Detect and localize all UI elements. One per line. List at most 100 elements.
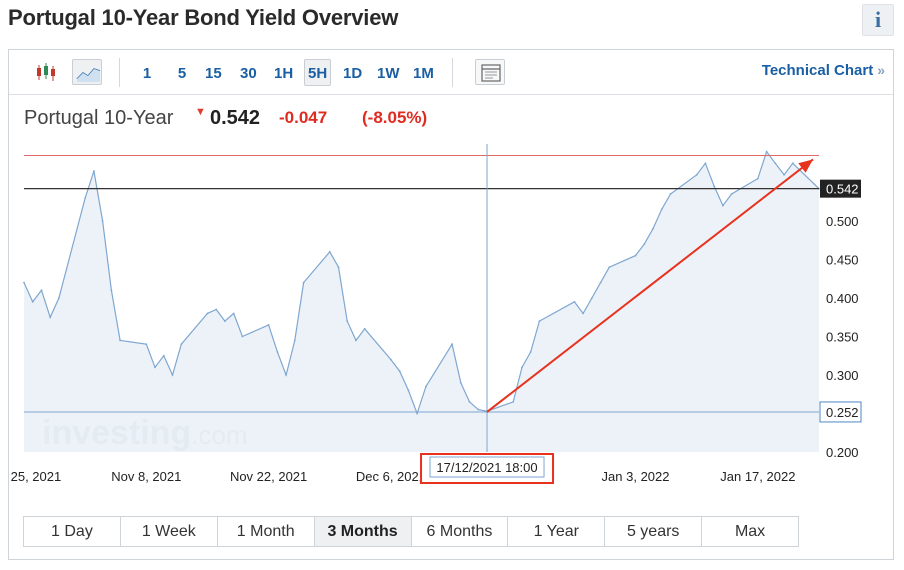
last-price-box [820, 179, 861, 198]
data-point [660, 208, 663, 211]
data-point [215, 308, 218, 311]
data-point [459, 381, 462, 384]
data-point [162, 354, 165, 357]
timeframe-button[interactable]: 15 [205, 65, 222, 82]
data-point [765, 150, 768, 153]
x-tick-label: Nov 22, 2021 [230, 469, 307, 484]
data-point [529, 351, 532, 353]
double-chevron-right-icon: » [877, 62, 885, 78]
data-point [119, 339, 121, 342]
timeframe-button[interactable]: 1H [274, 65, 294, 82]
crosshair-level-label: 0.252 [826, 405, 859, 420]
data-point [224, 320, 226, 322]
x-tick-label: Nov 8, 2021 [111, 469, 181, 484]
data-point [84, 197, 87, 199]
data-point [783, 173, 785, 176]
data-point [730, 193, 733, 195]
data-point [591, 297, 593, 299]
timeframe-button[interactable]: 1M [413, 65, 434, 82]
timeframe-button-active[interactable]: 5H [304, 59, 332, 86]
y-tick-label: 0.400 [826, 291, 859, 306]
annotation-arrow-head [798, 159, 813, 173]
data-point [58, 297, 60, 299]
data-point [756, 177, 759, 180]
price-chart[interactable]: investing.com0.2000.2500.3000.3500.4000.… [9, 50, 893, 515]
data-point [573, 300, 576, 303]
price-change-percent: (-8.05%) [362, 108, 428, 127]
toolbar-divider [452, 58, 453, 87]
down-arrow-icon: ▼ [195, 106, 206, 118]
data-point [416, 412, 418, 415]
data-point [599, 281, 602, 284]
data-point [634, 254, 637, 257]
data-point [774, 162, 777, 165]
crosshair-date-inner-box [429, 456, 545, 478]
layout-icon[interactable] [475, 59, 505, 85]
data-point [276, 351, 279, 353]
data-point [101, 220, 104, 222]
range-tab-active[interactable]: 3 Months [314, 517, 412, 546]
x-tick-label: Dec 6, 2021 [356, 469, 426, 484]
data-point [512, 401, 515, 403]
page-title: Portugal 10-Year Bond Yield Overview [8, 5, 399, 30]
data-point [267, 324, 270, 326]
range-tab[interactable]: Max [734, 523, 766, 540]
data-point [302, 281, 305, 284]
data-point [346, 320, 349, 322]
y-tick-label: 0.450 [826, 253, 859, 268]
timeframe-button[interactable]: 1D [343, 65, 363, 82]
x-tick-label: Oct 25, 2021 [9, 469, 61, 484]
chart-toolbar: 1 5 15 30 1H 5H 1D 1W 1M Technical Chart… [9, 50, 893, 95]
data-point [704, 162, 707, 165]
range-tab[interactable]: 1 Year [508, 517, 606, 546]
technical-chart-link[interactable]: Technical Chart» [762, 62, 885, 79]
data-point [337, 266, 340, 269]
data-point [538, 320, 541, 322]
crosshair-date-label: 17/12/2021 18:00 [436, 460, 537, 475]
range-tab[interactable]: 1 Day [24, 517, 121, 546]
timeframe-button[interactable]: 1W [377, 65, 400, 82]
technical-chart-label: Technical Chart [761, 62, 874, 79]
range-tab[interactable]: 1 Month [218, 517, 315, 546]
data-point [791, 162, 794, 165]
data-point [31, 300, 34, 303]
data-point [49, 316, 52, 319]
data-point [285, 374, 287, 376]
data-point [652, 227, 654, 230]
data-point [355, 339, 357, 342]
data-point [468, 401, 471, 403]
data-point [582, 312, 584, 315]
y-tick-label: 0.350 [826, 330, 859, 345]
data-point [154, 366, 156, 369]
data-point [206, 312, 209, 315]
price-change: -0.047 [279, 108, 328, 127]
data-point [608, 266, 611, 269]
range-tab[interactable]: 6 Months [412, 517, 509, 546]
data-point [695, 173, 698, 176]
line-chart-icon[interactable] [72, 59, 102, 85]
annotation-arrow-line [486, 158, 814, 413]
data-point [40, 289, 43, 292]
candlestick-chart-icon[interactable] [31, 59, 61, 85]
data-point [363, 327, 366, 330]
x-tick-label: Jan 17, 2022 [720, 469, 795, 484]
toolbar-divider [119, 58, 120, 87]
data-point [669, 193, 672, 195]
data-point [110, 289, 113, 292]
data-point [451, 343, 453, 346]
data-point [93, 170, 95, 172]
data-point [521, 366, 523, 369]
crosshair-level-box [819, 401, 862, 423]
range-tab[interactable]: 1 Week [121, 517, 218, 546]
timeframe-button[interactable]: 1 [142, 65, 152, 82]
info-button[interactable]: i [862, 4, 894, 36]
data-point [477, 408, 480, 411]
data-point [390, 358, 392, 361]
range-tabs: 1 Day 1 Week 1 Month 3 Months 6 Months 1… [23, 516, 799, 547]
data-point [23, 281, 25, 284]
timeframe-button[interactable]: 30 [240, 65, 257, 82]
series-area [24, 151, 819, 452]
data-point [328, 250, 331, 253]
range-tab[interactable]: 5 years [605, 517, 703, 546]
timeframe-button[interactable]: 5 [177, 65, 187, 82]
